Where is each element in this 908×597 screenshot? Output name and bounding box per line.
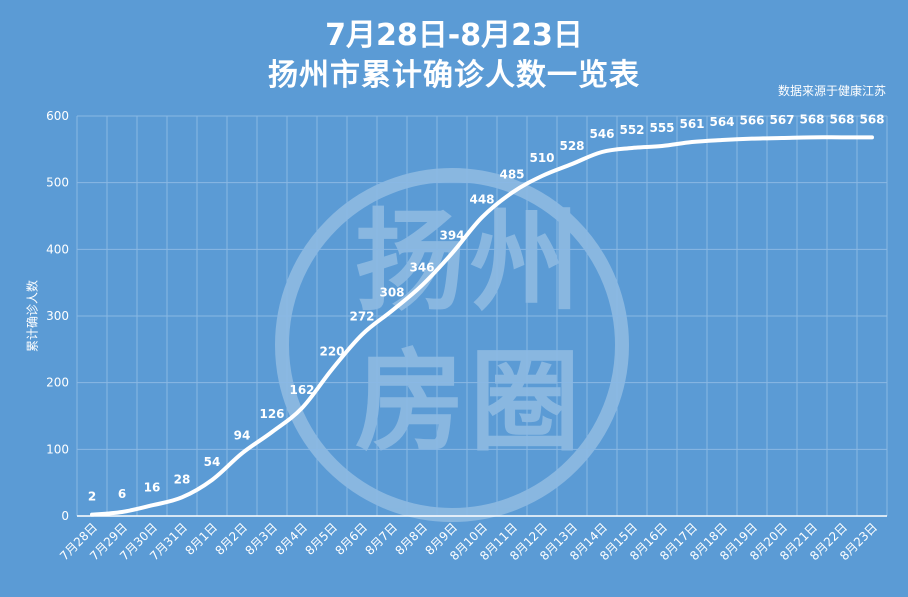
- data-point: [210, 478, 214, 482]
- y-tick-label: 100: [46, 442, 69, 456]
- data-point: [330, 367, 334, 371]
- data-point: [150, 503, 154, 507]
- data-point: [270, 430, 274, 434]
- data-point: [570, 162, 574, 166]
- data-point: [840, 135, 844, 139]
- data-point: [450, 251, 454, 255]
- data-label: 528: [559, 139, 584, 153]
- watermark-char: 圈: [470, 338, 580, 466]
- data-point: [630, 146, 634, 150]
- chart-title: 扬州市累计确诊人数一览表: [268, 58, 640, 93]
- watermark-char: 房: [355, 338, 465, 466]
- data-point: [750, 137, 754, 141]
- data-label: 346: [409, 260, 434, 274]
- data-label: 394: [439, 228, 464, 242]
- y-tick-label: 500: [46, 176, 69, 190]
- data-point: [780, 136, 784, 140]
- data-label: 6: [118, 487, 126, 501]
- y-tick-label: 400: [46, 242, 69, 256]
- data-label: 54: [204, 455, 221, 469]
- data-point: [120, 510, 124, 514]
- data-label: 561: [679, 117, 704, 131]
- data-label: 94: [234, 428, 251, 442]
- data-point: [690, 140, 694, 144]
- y-tick-label: 200: [46, 376, 69, 390]
- data-label: 566: [739, 114, 764, 128]
- data-label: 220: [319, 344, 344, 358]
- x-tick-label: 8月4日: [272, 520, 310, 558]
- x-tick-label: 8月1日: [182, 520, 220, 558]
- data-label: 510: [529, 151, 554, 165]
- data-label: 126: [259, 407, 284, 421]
- watermark: 扬州房圈: [275, 168, 629, 522]
- watermark-ring: [275, 168, 629, 522]
- x-tick-label: 8月3日: [242, 520, 280, 558]
- x-tick-label: 8月2日: [212, 520, 250, 558]
- y-tick-label: 300: [46, 309, 69, 323]
- data-label: 568: [799, 112, 824, 126]
- data-label: 162: [289, 383, 314, 397]
- data-point: [510, 191, 514, 195]
- x-tick-label: 8月8日: [392, 520, 430, 558]
- data-point: [240, 451, 244, 455]
- source-note: 数据来源于健康江苏: [777, 84, 886, 98]
- data-label: 555: [649, 121, 674, 135]
- chart-title-date-range: 7月28日-8月23日: [325, 18, 583, 53]
- x-tick-label: 8月5日: [302, 520, 340, 558]
- data-label: 564: [709, 115, 734, 129]
- x-tick-label: 8月7日: [362, 520, 400, 558]
- data-point: [90, 513, 94, 517]
- data-label: 272: [349, 310, 374, 324]
- data-label: 552: [619, 123, 644, 137]
- data-label: 308: [379, 286, 404, 300]
- data-label: 16: [144, 480, 161, 494]
- x-tick-label: 8月6日: [332, 520, 370, 558]
- data-label: 568: [859, 112, 884, 126]
- data-label: 567: [769, 113, 794, 127]
- data-label: 546: [589, 127, 614, 141]
- data-label: 568: [829, 112, 854, 126]
- data-point: [720, 138, 724, 142]
- data-point: [420, 283, 424, 287]
- data-label: 2: [88, 490, 96, 504]
- data-point: [600, 150, 604, 154]
- watermark-char: 州: [470, 198, 580, 326]
- data-point: [300, 406, 304, 410]
- data-point: [870, 135, 874, 139]
- data-point: [660, 144, 664, 148]
- y-tick-label: 600: [46, 109, 69, 123]
- data-point: [180, 495, 184, 499]
- y-tick-label: 0: [61, 509, 69, 523]
- data-label: 448: [469, 192, 494, 206]
- data-point: [360, 333, 364, 337]
- data-point: [480, 215, 484, 219]
- data-point: [390, 309, 394, 313]
- data-label: 28: [174, 472, 191, 486]
- data-label: 485: [499, 168, 524, 182]
- data-point: [540, 174, 544, 178]
- data-point: [810, 135, 814, 139]
